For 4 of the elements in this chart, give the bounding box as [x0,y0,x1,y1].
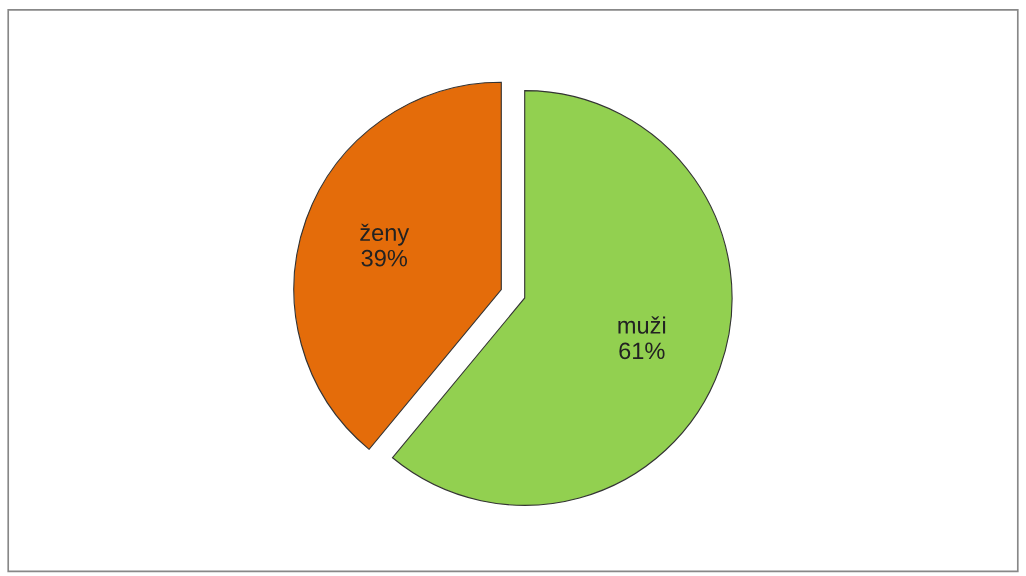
data-label: 39% [361,249,408,267]
slice-label: muži [618,316,666,334]
slice-label: ženy [360,223,410,246]
data-label: 61% [619,342,665,360]
